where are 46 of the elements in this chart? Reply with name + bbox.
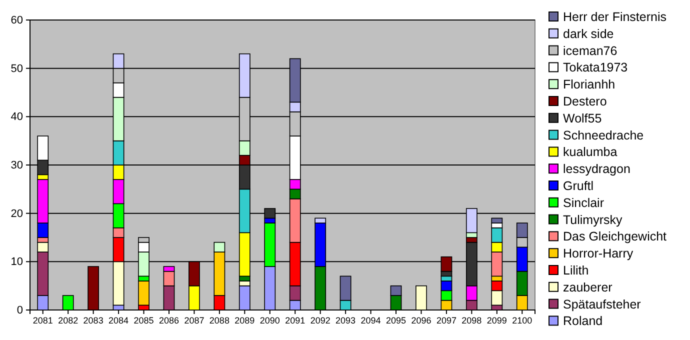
x-tick-label: 2086 <box>158 315 180 326</box>
y-tick-label: 50 <box>10 62 23 75</box>
x-tick-label: 2090 <box>260 315 280 326</box>
x-tick-label: 2088 <box>209 315 230 326</box>
legend-label: Sinclair <box>563 196 604 210</box>
y-tick-label: 60 <box>10 14 23 27</box>
legend-label: Das Gleichgewicht <box>563 230 668 244</box>
x-tick-label: 2095 <box>386 315 406 326</box>
x-tick-label: 2082 <box>58 315 78 326</box>
x-tick-label: 2093 <box>336 315 356 326</box>
legend-label: Schneedrache <box>563 128 644 142</box>
legend-label: Herr der Finsternis <box>563 10 666 24</box>
legend-label: Gruftl <box>563 179 594 193</box>
x-tick-label: 2084 <box>108 315 129 326</box>
y-tick-label: 10 <box>10 256 23 268</box>
x-tick-label: 2094 <box>360 315 381 326</box>
x-tick-label: 2087 <box>184 315 204 326</box>
legend-label: Destero <box>563 94 607 108</box>
x-tick-label: 2089 <box>234 315 255 326</box>
x-tick-label: 2097 <box>436 315 456 326</box>
x-tick-label: 2091 <box>285 315 306 326</box>
legend-label: dark side <box>563 26 614 41</box>
legend-label: Lilith <box>563 264 589 278</box>
x-tick-label: 2085 <box>134 315 154 326</box>
legend-label: Spätaufsteher <box>563 297 641 312</box>
x-tick-label: 2098 <box>462 315 482 326</box>
y-tick-label: 30 <box>10 160 23 172</box>
x-tick-label: 2081 <box>32 315 53 326</box>
legend-label: Florianhh <box>563 78 616 92</box>
x-tick-label: 2100 <box>512 315 532 326</box>
x-tick-label: 2096 <box>411 315 432 326</box>
x-tick-label: 2092 <box>310 315 330 326</box>
legend-label: Horror-Harry <box>563 246 634 261</box>
legend-label: Tulimyrsky <box>563 212 624 227</box>
y-tick-label: 20 <box>10 208 23 220</box>
legend-label: Roland <box>563 314 603 328</box>
x-tick-label: 2099 <box>486 315 507 326</box>
legend-label: zauberer <box>563 280 612 294</box>
legend-label: lessydragon <box>563 162 630 176</box>
y-tick-label: 0 <box>16 304 23 317</box>
legend-label: iceman76 <box>563 44 618 58</box>
legend-label: kualumba <box>563 145 618 160</box>
y-tick-label: 40 <box>10 111 23 124</box>
x-tick-label: 2083 <box>83 315 104 326</box>
legend-label: Wolf55 <box>563 111 602 126</box>
legend-label: Tokata1973 <box>563 60 628 75</box>
